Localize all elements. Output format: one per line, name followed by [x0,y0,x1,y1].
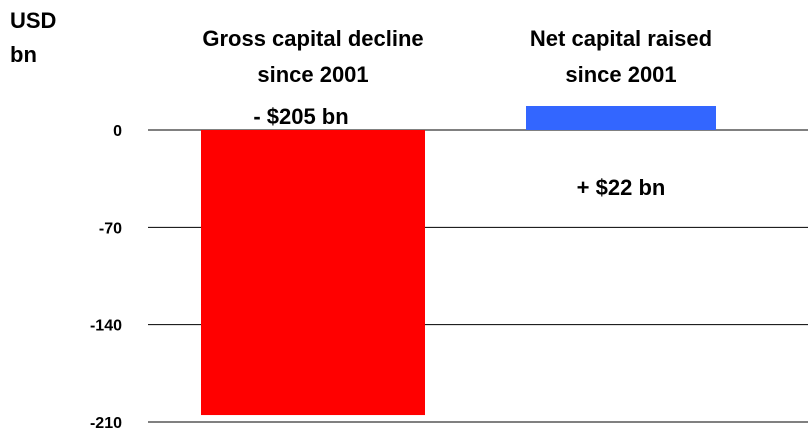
data-label-1: + $22 bn [577,175,666,200]
category-label-0-line1: Gross capital decline [202,26,423,51]
y-unit-label-line2: bn [10,42,37,67]
y-tick-label-2: -140 [90,318,122,335]
category-label-1-line2: since 2001 [565,62,676,87]
y-unit-label-line1: USD [10,8,57,33]
y-tick-label-3: -210 [90,415,122,432]
bar-1 [526,106,716,130]
y-tick-label-1: -70 [99,220,122,237]
category-label-0-line2: since 2001 [257,62,368,87]
bar-0 [201,130,425,416]
y-tick-label-0: 0 [113,123,122,140]
data-label-0: - $205 bn [253,104,348,129]
category-label-1-line1: Net capital raised [530,26,712,51]
